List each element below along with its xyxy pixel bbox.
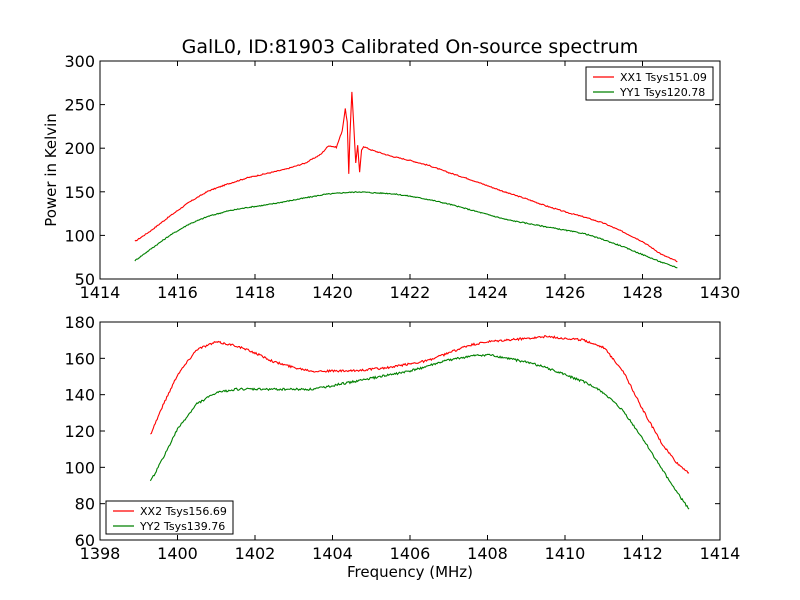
y-tick-label: 250 (64, 96, 95, 115)
legend-label: XX1 Tsys151.09 (620, 71, 707, 84)
y-tick-label: 60 (75, 531, 95, 550)
legend-label: XX2 Tsys156.69 (140, 505, 227, 518)
x-tick-label: 1408 (467, 544, 508, 563)
legend: XX1 Tsys151.09 YY1 Tsys120.78 (585, 66, 714, 101)
x-tick-label: 1416 (157, 283, 198, 302)
x-tick-label: 1406 (390, 544, 431, 563)
x-tick-label: 1400 (157, 544, 198, 563)
x-tick-label: 1428 (622, 283, 663, 302)
series-line-bottom-2 (149, 353, 690, 510)
top-y-axis-label: Power in Kelvin (42, 113, 60, 227)
y-tick-label: 80 (75, 495, 95, 514)
y-tick-label: 150 (64, 183, 95, 202)
x-tick-label: 1402 (235, 544, 276, 563)
series-line-bottom-1 (150, 335, 690, 474)
x-tick-label: 1418 (235, 283, 276, 302)
x-tick-label: 1398 (80, 544, 121, 563)
x-tick-label: 1410 (545, 544, 586, 563)
y-tick-label: 200 (64, 139, 95, 158)
x-tick-label: 1424 (467, 283, 508, 302)
x-tick-label: 1414 (700, 544, 741, 563)
bottom-plot: 1398 1400 1402 1404 1406 1408 1410 1412 1414 60 80… (64, 313, 740, 563)
series-line-top-1 (134, 91, 678, 263)
y-tick-label: 120 (64, 422, 95, 441)
y-tick-label: 160 (64, 349, 95, 368)
legend-box (105, 500, 234, 535)
y-tick-label: 180 (64, 313, 95, 332)
y-tick-label: 140 (64, 386, 95, 405)
legend-box (585, 66, 714, 101)
x-tick-label: 1414 (80, 283, 121, 302)
x-tick-label: 1422 (390, 283, 431, 302)
x-tick-label: 1412 (622, 544, 663, 563)
legend-label: YY1 Tsys120.78 (619, 86, 705, 99)
y-tick-label: 300 (64, 52, 95, 71)
x-tick-label: 1404 (312, 544, 353, 563)
y-tick-label: 100 (64, 458, 95, 477)
legend: XX2 Tsys156.69 YY2 Tsys139.76 (105, 500, 234, 535)
top-plot: 1414 1416 1418 1420 1422 1424 1426 1428 1430 50 10… (64, 52, 740, 302)
x-tick-label: 1420 (312, 283, 353, 302)
y-tick-label: 100 (64, 226, 95, 245)
series-line-top-2 (134, 190, 678, 269)
x-tick-label: 1430 (700, 283, 741, 302)
chart-title: GalL0, ID:81903 Calibrated On-source spe… (182, 36, 639, 58)
bottom-x-axis-label: Frequency (MHz) (347, 563, 473, 581)
legend-label: YY2 Tsys139.76 (139, 520, 225, 533)
y-tick-label: 50 (75, 270, 95, 289)
x-tick-label: 1426 (545, 283, 586, 302)
